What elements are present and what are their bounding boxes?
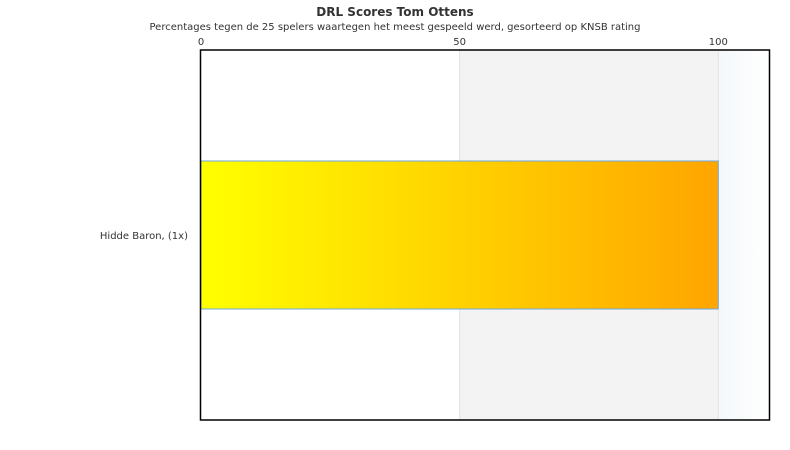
plot-border xyxy=(199,49,771,421)
x-tick-label: 100 xyxy=(709,37,728,48)
chart-subtitle: Percentages tegen de 25 spelers waartege… xyxy=(149,22,641,33)
chart-title: DRL Scores Tom Ottens xyxy=(316,5,474,19)
bar xyxy=(200,160,719,310)
x-tick-label: 50 xyxy=(453,37,466,48)
x-tick-label: 0 xyxy=(198,37,204,48)
category-label: Hidde Baron, (1x) xyxy=(100,231,188,242)
plot-band xyxy=(718,50,770,420)
